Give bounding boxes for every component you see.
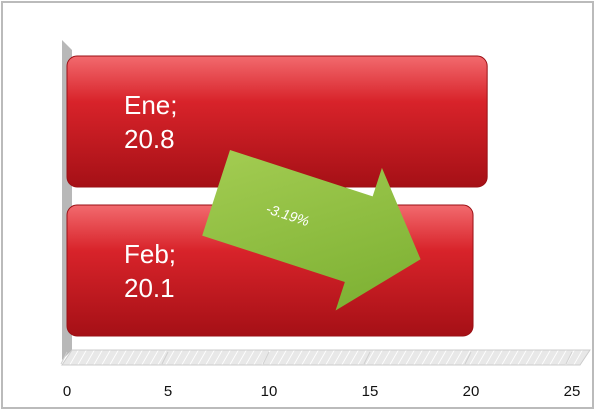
data-label: Feb; 20.1 — [124, 238, 177, 303]
tick-mark — [363, 351, 371, 365]
x-tick-label: 10 — [261, 383, 278, 400]
tick-mark — [161, 351, 169, 365]
tick-mark — [464, 351, 472, 365]
arrow-shape — [202, 150, 421, 311]
x-tick-label: 20 — [463, 383, 480, 400]
annotation-arrow: -3.19% — [202, 150, 421, 311]
tick-mark — [60, 351, 68, 365]
tick-mark — [565, 351, 573, 365]
x-tick-label: 5 — [164, 383, 172, 400]
data-label: Ene; 20.8 — [124, 89, 178, 154]
x-tick-label: 0 — [63, 383, 71, 400]
tick-mark — [262, 351, 270, 365]
floor — [61, 349, 591, 366]
x-tick-label: 25 — [564, 383, 581, 400]
x-tick-label: 15 — [362, 383, 379, 400]
